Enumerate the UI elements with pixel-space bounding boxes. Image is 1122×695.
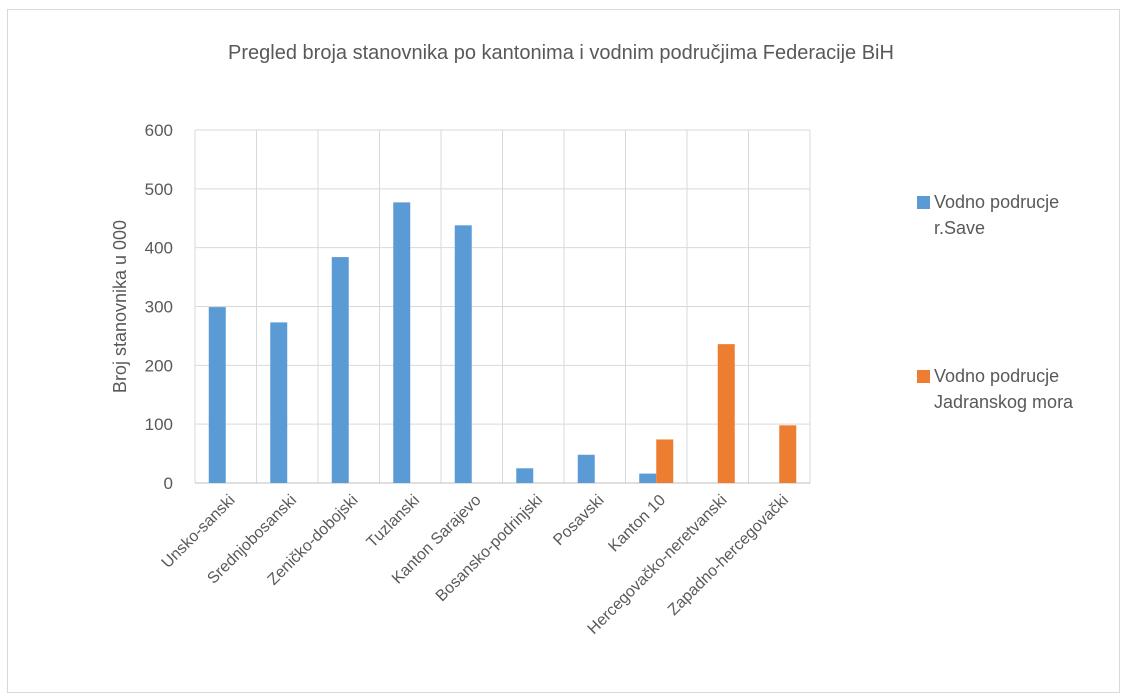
bar-jadran: [656, 439, 674, 483]
legend-label-jadran: Vodno podrucje Jadranskog mora: [934, 366, 1074, 412]
legend-label-sava: Vodno podrucje r.Save: [934, 192, 1060, 238]
y-axis-title: Broj stanovnika u 000: [110, 220, 130, 393]
bar-sava: [208, 307, 226, 483]
y-tick-label: 0: [164, 474, 173, 493]
y-tick-label: 400: [145, 239, 173, 258]
x-tick-label: Kanton 10: [605, 492, 669, 556]
legend-swatch-sava: [917, 196, 930, 209]
bar-sava: [331, 257, 349, 483]
y-tick-label: 200: [145, 356, 173, 375]
y-tick-label: 600: [145, 121, 173, 140]
y-tick-label: 300: [145, 298, 173, 317]
bar-jadran: [779, 425, 797, 483]
y-tick-label: 500: [145, 180, 173, 199]
y-tick-label: 100: [145, 415, 173, 434]
bar-jadran: [717, 344, 735, 483]
x-tick-label: Zapadno-hercegovački: [665, 492, 792, 619]
bar-sava: [454, 225, 472, 483]
chart-title: Pregled broja stanovnika po kantonima i …: [228, 42, 894, 64]
bar-sava: [639, 473, 657, 483]
legend-item-sava: Vodno podrucje r.Save: [917, 189, 1104, 241]
x-tick-label: Tuzlanski: [364, 492, 423, 551]
x-tick-label: Bosansko-podrinjski: [433, 492, 546, 605]
bar-sava: [393, 202, 411, 484]
legend-item-jadran: Vodno podrucje Jadranskog mora: [917, 363, 1104, 415]
x-tick-label: Posavski: [550, 492, 607, 549]
legend-swatch-jadran: [917, 370, 930, 383]
bar-sava: [516, 468, 534, 483]
bar-sava: [270, 322, 288, 483]
bar-sava: [577, 454, 595, 483]
